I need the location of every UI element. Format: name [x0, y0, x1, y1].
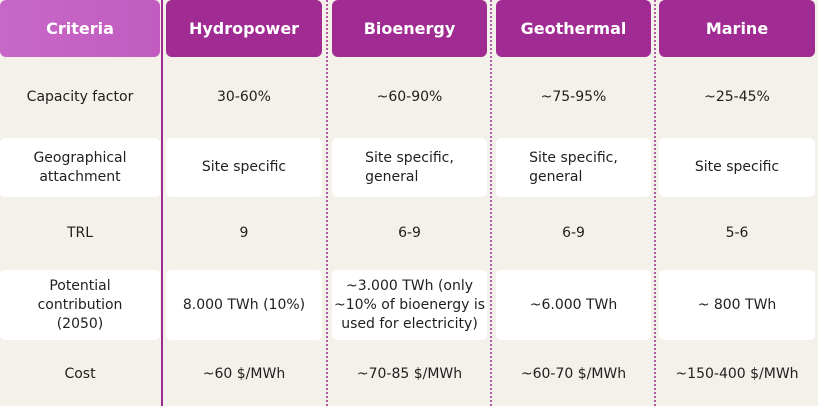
column-header: Criteria [0, 0, 160, 57]
row-label: Capacity factor [26, 88, 134, 105]
table-cell: Site specific, general [332, 138, 487, 197]
table-cell: Site specific [659, 138, 815, 197]
row-label: Geographical attachment [0, 138, 160, 197]
row-label: TRL [66, 225, 94, 241]
column-header: Geothermal [496, 0, 651, 57]
table-cell: ~70-85 $/MWh [356, 365, 463, 382]
divider [326, 0, 328, 406]
table-cell: 8.000 TWh (10%) [166, 270, 322, 340]
table-cell: 6-9 [562, 225, 585, 241]
divider [654, 0, 656, 406]
row-label: Cost [64, 365, 96, 382]
table-cell: ~6.000 TWh [496, 270, 651, 340]
divider [490, 0, 492, 406]
table-cell: ~150-400 $/MWh [675, 365, 799, 382]
table-cell: 5-6 [725, 225, 749, 241]
table-cell: ~60-90% [376, 88, 443, 105]
row-label: Potential contribution (2050) [0, 270, 160, 340]
table-cell: ~75-95% [540, 88, 607, 105]
table-cell: ~ 800 TWh [659, 270, 815, 340]
table-cell: Site specific [166, 138, 322, 197]
table-cell: ~60-70 $/MWh [520, 365, 627, 382]
column-header: Bioenergy [332, 0, 487, 57]
table-cell: ~3.000 TWh (only ~10% of bioenergy is us… [332, 270, 487, 340]
table-cell: Site specific, general [496, 138, 651, 197]
divider [161, 0, 163, 406]
column-header: Hydropower [166, 0, 322, 57]
table-cell: 6-9 [398, 225, 421, 241]
table-cell: ~25-45% [704, 88, 770, 105]
table-cell: ~60 $/MWh [202, 365, 286, 382]
table-cell: 9 [239, 225, 249, 241]
table-cell: 30-60% [217, 88, 271, 105]
column-header: Marine [659, 0, 815, 57]
